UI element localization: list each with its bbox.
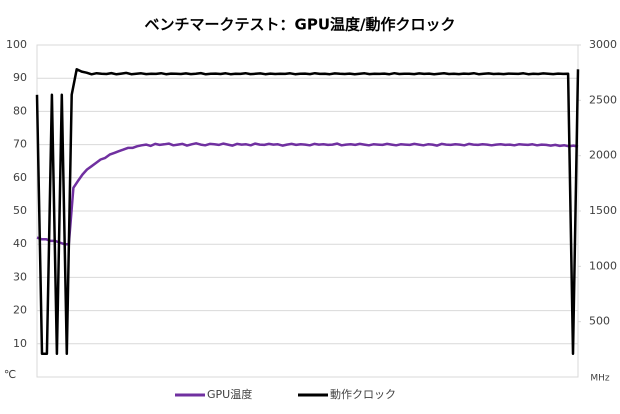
y-tick-label: 60 xyxy=(13,171,27,184)
y-tick-label: 10 xyxy=(13,337,27,350)
chart-title: ベンチマークテスト：GPU温度/動作クロック xyxy=(145,16,456,34)
y2-tick-label: 500 xyxy=(589,315,610,328)
y-tick-label: 100 xyxy=(6,38,27,51)
y-axis-label: ℃ xyxy=(4,368,16,381)
y-tick-label: 30 xyxy=(13,270,27,283)
y-tick-label: 90 xyxy=(13,71,27,84)
y-tick-label: 70 xyxy=(13,138,27,151)
series-line xyxy=(36,142,579,246)
legend-label: GPU温度 xyxy=(207,387,252,401)
y-tick-label: 40 xyxy=(13,237,27,250)
y-tick-label: 20 xyxy=(13,304,27,317)
y-tick-label: 80 xyxy=(13,104,27,117)
legend-label: 動作クロック xyxy=(330,387,396,401)
y2-tick-label: 1000 xyxy=(589,259,617,272)
plot-border xyxy=(36,44,579,378)
y2-tick-label: 2500 xyxy=(589,93,617,106)
y2-tick-label: 2000 xyxy=(589,149,617,162)
y-tick-label: 50 xyxy=(13,204,27,217)
y2-axis-label: MHz xyxy=(590,374,610,384)
y2-tick-label: 3000 xyxy=(589,38,617,51)
series-line xyxy=(35,68,580,356)
y2-tick-label: 1500 xyxy=(589,204,617,217)
